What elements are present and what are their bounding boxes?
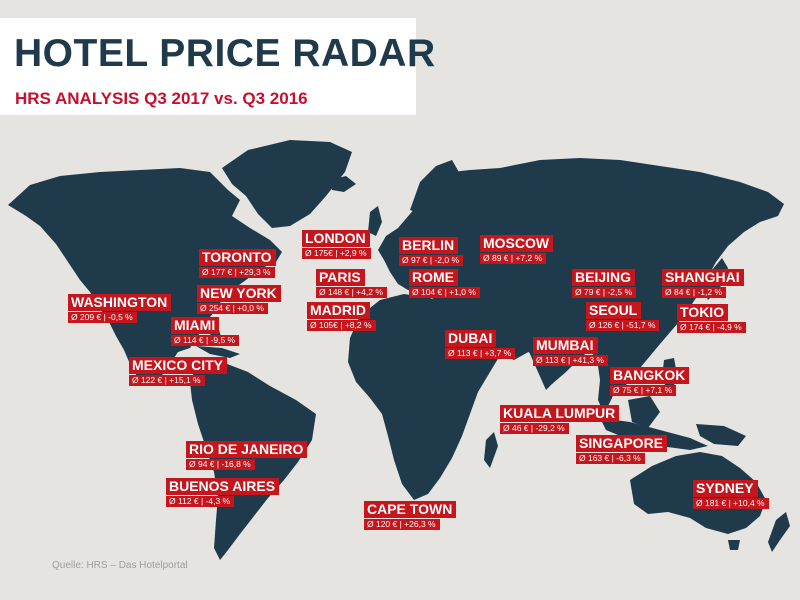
city-name: MADRID (307, 302, 370, 319)
city-stat: Ø 94 € | -16,8 % (186, 459, 255, 470)
city-stat: Ø 163 € | -6,3 % (576, 453, 645, 464)
city-label-sydney: SYDNEY Ø 181 € | +10,4 % (693, 480, 769, 509)
city-label-singapore: SINGAPORE Ø 163 € | -6,3 % (576, 435, 668, 464)
city-label-seoul: SEOUL Ø 126 € | -51,7 % (586, 302, 660, 331)
city-label-kuala-lumpur: KUALA LUMPUR Ø 46 € | -29,2 % (500, 405, 620, 434)
indonesia-shape (600, 418, 708, 450)
city-name: WASHINGTON (68, 294, 172, 311)
city-name: MEXICO CITY (129, 357, 228, 374)
city-name: PARIS (316, 269, 365, 286)
city-label-madrid: MADRID Ø 105€ | +8,2 % (307, 302, 376, 331)
city-stat: Ø 175€ | +2,9 % (302, 248, 371, 259)
city-label-rome: ROME Ø 104 € | +1,0 % (409, 269, 480, 298)
city-label-washington: WASHINGTON Ø 209 € | -0,5 % (68, 294, 172, 323)
iceland-shape (330, 176, 356, 192)
city-name: TOKIO (677, 304, 729, 321)
city-name: SHANGHAI (662, 269, 744, 286)
city-label-paris: PARIS Ø 148 € | +4,2 % (316, 269, 387, 298)
city-stat: Ø 105€ | +8,2 % (307, 320, 376, 331)
city-stat: Ø 148 € | +4,2 % (316, 287, 387, 298)
city-name: MOSCOW (480, 235, 554, 252)
source-note: Quelle: HRS – Das Hotelportal (52, 560, 188, 571)
city-label-mexico-city: MEXICO CITY Ø 122 € | +15,1 % (129, 357, 228, 386)
city-label-cape-town: CAPE TOWN Ø 120 € | +26,3 % (364, 501, 457, 530)
city-stat: Ø 112 € | -4,3 % (166, 496, 235, 507)
city-name: CAPE TOWN (364, 501, 457, 518)
city-name: SEOUL (586, 302, 642, 319)
city-label-rio-de-janeiro: RIO DE JANEIRO Ø 94 € | -16,8 % (186, 441, 308, 470)
city-name: BERLIN (399, 237, 459, 254)
city-label-new-york: NEW YORK Ø 254 € | +0,0 % (197, 285, 281, 314)
city-stat: Ø 46 € | -29,2 % (500, 423, 569, 434)
city-name: RIO DE JANEIRO (186, 441, 308, 458)
scandinavia-shape (410, 160, 460, 216)
city-stat: Ø 177 € | +29,3 % (199, 267, 275, 278)
city-name: MIAMI (171, 317, 220, 334)
city-name: SINGAPORE (576, 435, 668, 452)
city-name: DUBAI (445, 330, 497, 347)
city-name: MUMBAI (533, 337, 598, 354)
city-name: LONDON (302, 230, 370, 247)
city-stat: Ø 122 € | +15,1 % (129, 375, 205, 386)
city-stat: Ø 181 € | +10,4 % (693, 498, 769, 509)
arabia-shape (470, 318, 532, 360)
city-name: BEIJING (572, 269, 636, 286)
page-subtitle: HRS ANALYSIS Q3 2017 vs. Q3 2016 (15, 89, 308, 108)
new-guinea-shape (696, 424, 746, 446)
city-stat: Ø 89 € | +7,2 % (480, 253, 547, 264)
city-name: BANGKOK (610, 367, 690, 384)
city-label-bangkok: BANGKOK Ø 75 € | +7,1 % (610, 367, 690, 396)
city-stat: Ø 75 € | +7,1 % (610, 385, 677, 396)
caribbean-shape (196, 346, 240, 358)
new-zealand-shape (768, 512, 790, 552)
city-label-berlin: BERLIN Ø 97 € | -2,0 % (399, 237, 464, 266)
city-stat: Ø 126 € | -51,7 % (586, 320, 660, 331)
city-name: ROME (409, 269, 458, 286)
city-name: NEW YORK (197, 285, 281, 302)
city-label-toronto: TORONTO Ø 177 € | +29,3 % (199, 249, 276, 278)
city-name: KUALA LUMPUR (500, 405, 620, 422)
city-name: SYDNEY (693, 480, 758, 497)
page-title: HOTEL PRICE RADAR (14, 32, 436, 75)
city-name: BUENOS AIRES (166, 478, 280, 495)
city-stat: Ø 254 € | +0,0 % (197, 303, 268, 314)
city-label-miami: MIAMI Ø 114 € | -9,5 % (171, 317, 240, 346)
city-label-shanghai: SHANGHAI Ø 84 € | -1,2 % (662, 269, 744, 298)
city-stat: Ø 113 € | +3,7 % (445, 348, 516, 359)
city-name: TORONTO (199, 249, 276, 266)
north-america-shape (8, 168, 282, 384)
city-stat: Ø 113 € | +41,3 % (533, 355, 608, 366)
tasmania-shape (728, 540, 740, 550)
city-label-moscow: MOSCOW Ø 89 € | +7,2 % (480, 235, 554, 264)
city-stat: Ø 120 € | +26,3 % (364, 519, 440, 530)
title-box: HOTEL PRICE RADAR HRS ANALYSIS Q3 2017 v… (0, 18, 435, 115)
city-label-dubai: DUBAI Ø 113 € | +3,7 % (445, 330, 516, 359)
greenland-shape (222, 140, 352, 228)
city-stat: Ø 97 € | -2,0 % (399, 255, 464, 266)
city-stat: Ø 79 € | -2,5 % (572, 287, 637, 298)
city-label-tokio: TOKIO Ø 174 € | -4,9 % (677, 304, 746, 333)
city-label-mumbai: MUMBAI Ø 113 € | +41,3 % (533, 337, 608, 366)
borneo-shape (628, 396, 660, 428)
city-stat: Ø 104 € | +1,0 % (409, 287, 480, 298)
city-stat: Ø 174 € | -4,9 % (677, 322, 746, 333)
madagascar-shape (484, 432, 498, 468)
city-label-london: LONDON Ø 175€ | +2,9 % (302, 230, 371, 259)
uk-shape (368, 206, 382, 236)
city-stat: Ø 209 € | -0,5 % (68, 312, 137, 323)
city-label-beijing: BEIJING Ø 79 € | -2,5 % (572, 269, 637, 298)
city-stat: Ø 114 € | -9,5 % (171, 335, 240, 346)
city-label-buenos-aires: BUENOS AIRES Ø 112 € | -4,3 % (166, 478, 280, 507)
city-stat: Ø 84 € | -1,2 % (662, 287, 727, 298)
